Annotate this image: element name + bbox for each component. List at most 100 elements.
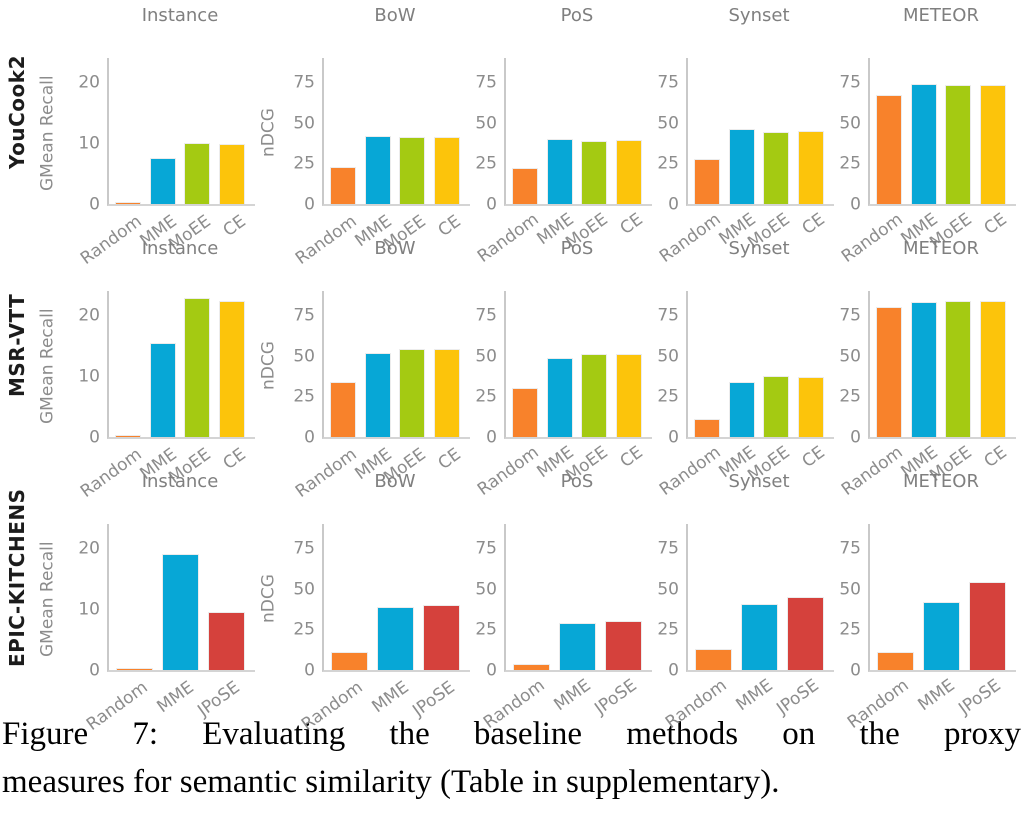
- bar-random: [694, 158, 721, 204]
- x-tick-label-ce: CE: [616, 442, 647, 472]
- y-tick-label: 75: [839, 538, 861, 559]
- subplot-title: PoS: [560, 471, 594, 492]
- y-tick-label: 75: [657, 305, 679, 326]
- y-tick-gutter: 0 10 20: [61, 524, 107, 679]
- plot-box: [322, 524, 470, 672]
- bar-random: [876, 95, 903, 204]
- x-tick-label-ce: CE: [616, 209, 647, 239]
- subplot-bow-epic-kitchens: BoW nDCG 0 25 50 75 Random MME JPoSE: [255, 470, 470, 735]
- subplot-pos-epic-kitchens: PoS 0 25 50 75 Random MME JPoSE: [470, 470, 652, 733]
- x-tick-label-jpose: JPoSE: [591, 675, 641, 719]
- plot-box: [868, 291, 1016, 439]
- subplot-bow-msr-vtt: BoW nDCG 0 25 50 75 Random MME MoEE CE: [255, 237, 470, 502]
- bar-mme: [910, 83, 937, 204]
- bar-ce: [797, 376, 824, 437]
- subplot-instance-msr-vtt: Instance GMean Recall 0 10 20 Random MME MoEE CE: [34, 237, 255, 502]
- subplot-meteor-epic-kitchens: METEOR 0 25 50 75 Random MME JPoSE: [834, 470, 1016, 733]
- y-tick-label: 25: [475, 386, 497, 407]
- y-tick-label: 20: [78, 305, 100, 326]
- y-tick-label: 75: [293, 72, 315, 93]
- y-tick-label: 50: [293, 579, 315, 600]
- subplot-synset-msr-vtt: Synset 0 25 50 75 Random MME MoEE CE: [652, 237, 834, 500]
- subplot-title: METEOR: [903, 238, 979, 259]
- y-tick-label: 75: [839, 305, 861, 326]
- bar-random: [330, 381, 357, 437]
- bar-random: [330, 652, 368, 670]
- plot-box: [868, 58, 1016, 206]
- bar-ce: [433, 136, 460, 204]
- bar-random: [512, 388, 539, 437]
- y-tick-label: 75: [293, 305, 315, 326]
- bar-mme: [728, 381, 755, 437]
- plot-area-wrap: 0 25 50 75: [470, 496, 652, 679]
- x-tick-label-ce: CE: [798, 209, 829, 239]
- subplot-title: Synset: [728, 238, 790, 259]
- y-tick-label: 0: [486, 660, 497, 681]
- y-axis-label: nDCG: [258, 108, 279, 158]
- y-tick-label: 50: [475, 579, 497, 600]
- bar-mme: [376, 606, 414, 670]
- y-tick-gutter: 0 25 50 75: [652, 58, 686, 213]
- bar-moee: [184, 143, 211, 204]
- bar-moee: [763, 131, 790, 204]
- x-tick-label-mme: MME: [368, 677, 413, 718]
- x-tick-label-ce: CE: [434, 444, 465, 474]
- plot-area-wrap: 0 25 50 75: [834, 263, 1016, 446]
- x-tick-labels: Random MME JPoSE: [480, 672, 650, 733]
- y-tick-label: 25: [839, 619, 861, 640]
- bar-mme: [910, 302, 937, 437]
- y-tick-label: 50: [657, 346, 679, 367]
- y-tick-label: 25: [293, 386, 315, 407]
- y-tick-gutter: 0 25 50 75: [834, 524, 868, 679]
- figure-caption: Figure 7: Evaluating the baseline method…: [0, 711, 1023, 806]
- y-tick-label: 25: [475, 619, 497, 640]
- y-tick-label: 0: [850, 427, 861, 448]
- y-tick-gutter: 0 25 50 75: [834, 291, 868, 446]
- y-tick-label: 0: [304, 427, 315, 448]
- y-tick-label: 75: [475, 72, 497, 93]
- subplot-meteor-msr-vtt: METEOR 0 25 50 75 Random MME MoEE CE: [834, 237, 1016, 500]
- bar-mme: [149, 342, 176, 437]
- subplot-title: METEOR: [903, 471, 979, 492]
- x-tick-label-ce: CE: [434, 211, 465, 241]
- bar-random: [330, 166, 357, 204]
- bar-moee: [581, 354, 608, 437]
- y-tick-label: 0: [668, 660, 679, 681]
- y-tick-gutter: 0 25 50 75: [652, 524, 686, 679]
- y-tick-gutter: 0 25 50 75: [470, 291, 504, 446]
- bar-random: [115, 435, 142, 437]
- bar-mme: [546, 357, 573, 437]
- bar-mme: [161, 554, 199, 670]
- bar-ce: [797, 131, 824, 204]
- y-tick-gutter: 0 25 50 75: [282, 291, 322, 446]
- y-axis-label: GMean Recall: [37, 541, 58, 657]
- bar-random: [512, 663, 550, 670]
- y-tick-label: 0: [304, 660, 315, 681]
- bar-moee: [945, 300, 972, 437]
- subplot-instance-youcook2: Instance GMean Recall 0 10 20 Random MME MoEE CE: [34, 4, 255, 269]
- figure-row-youcook2: YouCook2 Instance GMean Recall 0 10 20 Random M…: [0, 4, 1023, 269]
- x-tick-label-jpose: JPoSE: [773, 675, 823, 719]
- plot-area-wrap: 0 25 50 75: [652, 263, 834, 446]
- y-tick-label: 50: [839, 113, 861, 134]
- y-tick-label: 25: [293, 153, 315, 174]
- bar-moee: [581, 140, 608, 204]
- y-tick-label: 75: [657, 538, 679, 559]
- subplot-title: METEOR: [903, 5, 979, 26]
- plot-area-wrap: nDCG 0 25 50 75: [255, 263, 470, 446]
- y-tick-label: 10: [78, 366, 100, 387]
- subplot-title: Synset: [728, 5, 790, 26]
- subplot-pos-msr-vtt: PoS 0 25 50 75 Random MME MoEE CE: [470, 237, 652, 500]
- x-tick-labels: Random MME JPoSE: [662, 672, 832, 733]
- x-tick-labels: Random MME JPoSE: [83, 674, 253, 735]
- x-tick-label-random: Random: [843, 675, 913, 733]
- x-tick-label-ce: CE: [219, 211, 250, 241]
- y-tick-label: 20: [78, 538, 100, 559]
- x-tick-labels: Random MME JPoSE: [298, 674, 468, 735]
- bar-ce: [615, 354, 642, 437]
- y-tick-label: 0: [668, 427, 679, 448]
- y-tick-gutter: 0 25 50 75: [652, 291, 686, 446]
- subplot-title: Synset: [728, 471, 790, 492]
- subplot-bow-youcook2: BoW nDCG 0 25 50 75 Random MME MoEE CE: [255, 4, 470, 269]
- bar-random: [115, 668, 153, 670]
